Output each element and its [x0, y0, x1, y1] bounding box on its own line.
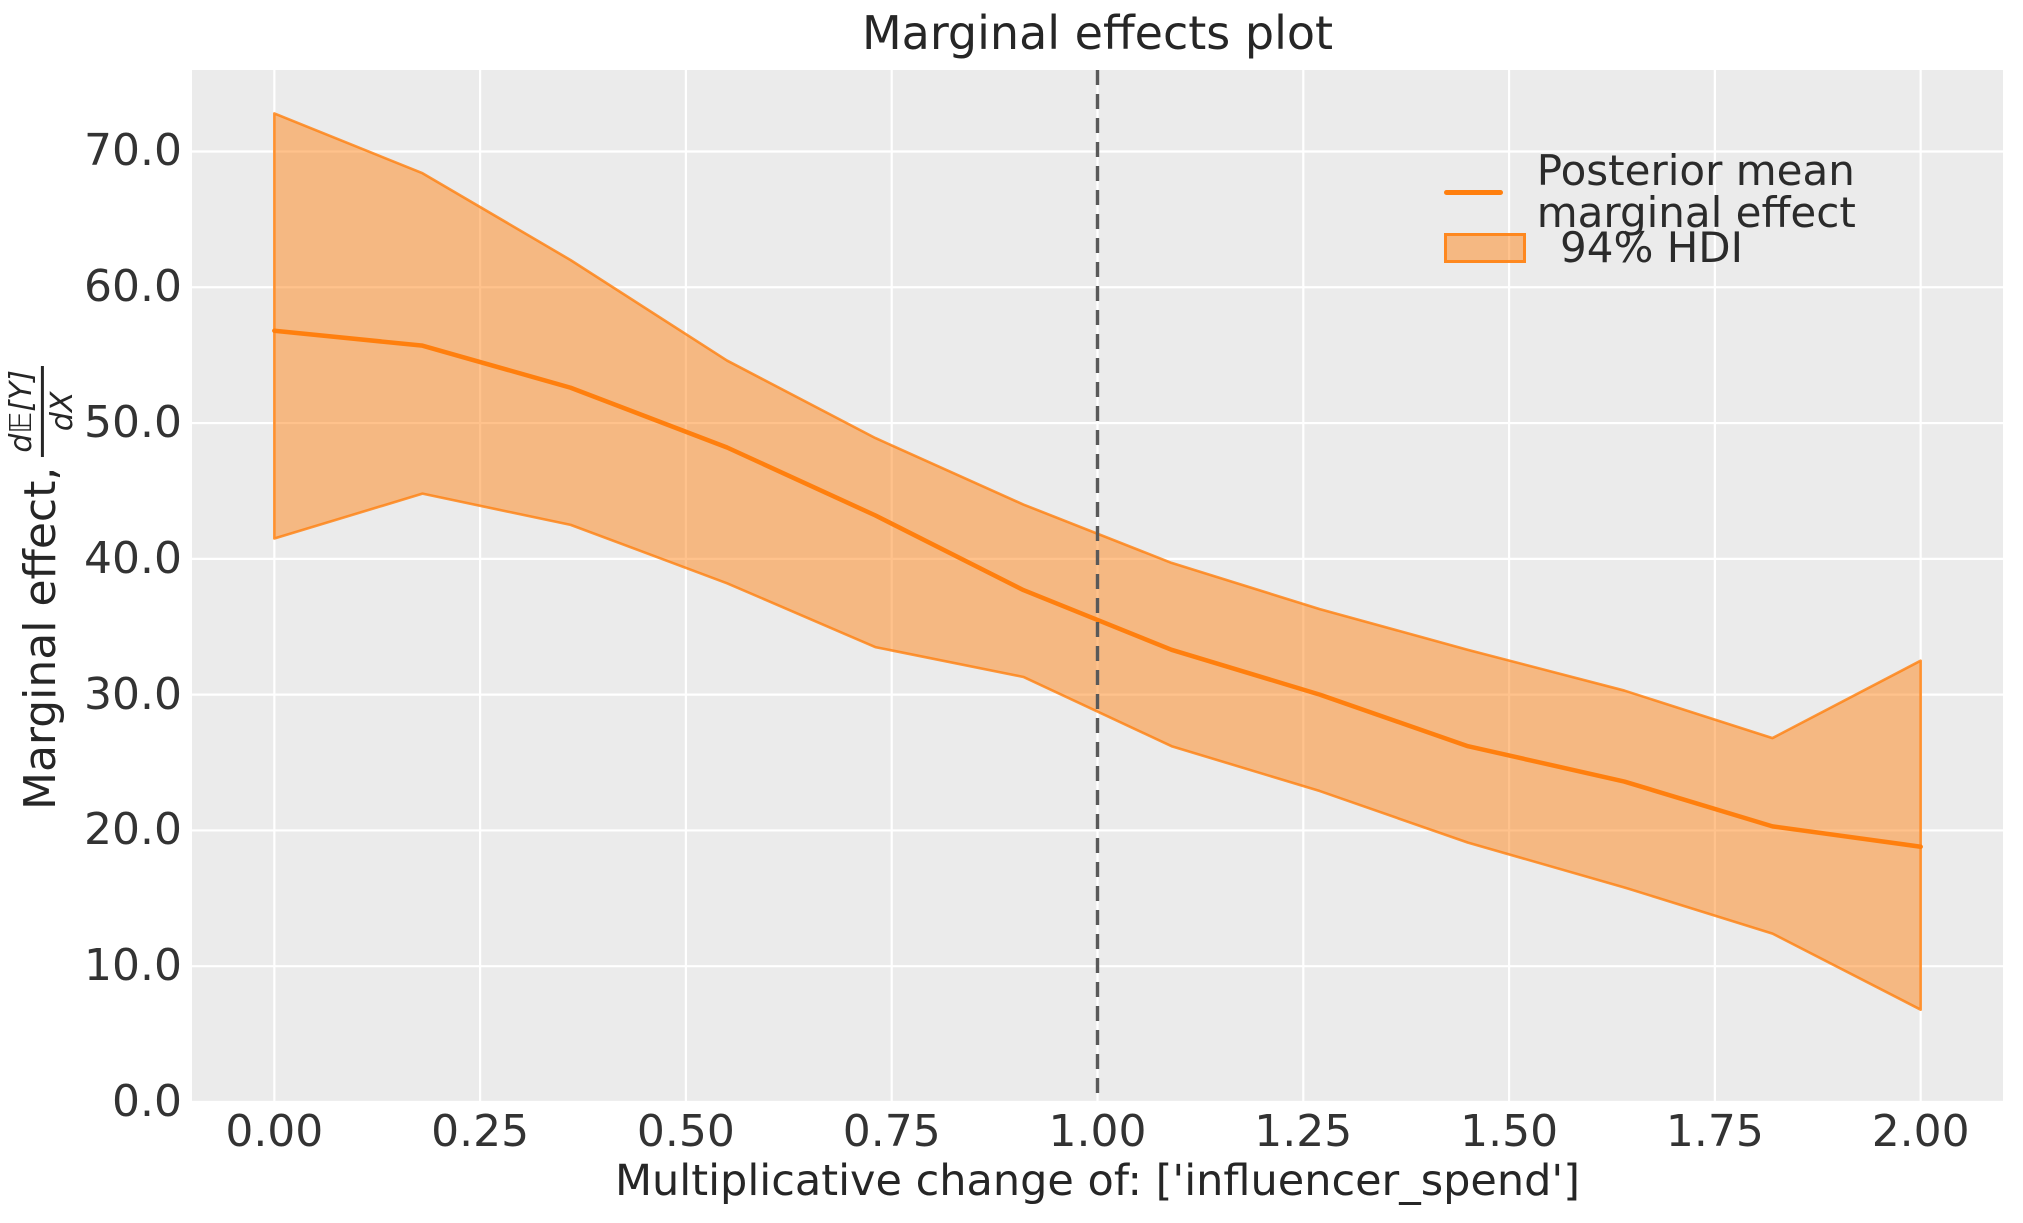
x-tick-label: 1.25: [1254, 1106, 1353, 1157]
y-axis-label-text: Marginal effect,: [14, 466, 66, 811]
x-tick-label: 1.75: [1665, 1106, 1764, 1157]
x-tick-label: 0.50: [636, 1106, 735, 1157]
x-tick-label: 0.25: [431, 1106, 530, 1157]
chart-title: Marginal effects plot: [861, 6, 1334, 60]
mean-line: [272, 328, 1923, 849]
y-tick-label: 30.0: [84, 668, 182, 720]
x-tick-label: 0.00: [225, 1106, 324, 1157]
y-tick-label: 50.0: [84, 397, 182, 449]
y-tick-label: 40.0: [84, 532, 182, 584]
y-tick-label: 60.0: [84, 261, 182, 313]
x-tick-label: 2.00: [1871, 1106, 1970, 1157]
x-axis-label: Multiplicative change of: ['influencer_s…: [614, 1156, 1581, 1206]
legend: Posterior mean marginal effect 94% HDI: [1444, 150, 2003, 276]
plot-area: Posterior mean marginal effect 94% HDI: [192, 70, 2003, 1102]
chart-canvas: [192, 70, 2003, 1102]
legend-entry-hdi: 94% HDI: [1444, 220, 2003, 276]
legend-label: 94% HDI: [1560, 223, 1744, 272]
legend-label: Posterior mean marginal effect: [1536, 146, 1856, 237]
legend-line-swatch: [1444, 189, 1503, 195]
x-tick-label: 1.00: [1048, 1106, 1147, 1157]
y-tick-label: 0.0: [112, 1076, 182, 1127]
y-tick-label: 10.0: [84, 940, 182, 992]
x-tick-label: 0.75: [842, 1106, 941, 1157]
y-tick-label: 20.0: [84, 804, 182, 856]
x-tick-label: 1.50: [1460, 1106, 1559, 1157]
legend-entry-mean: Posterior mean marginal effect: [1444, 150, 2003, 234]
legend-patch-swatch: [1444, 233, 1526, 263]
y-tick-label: 70.0: [84, 125, 182, 177]
